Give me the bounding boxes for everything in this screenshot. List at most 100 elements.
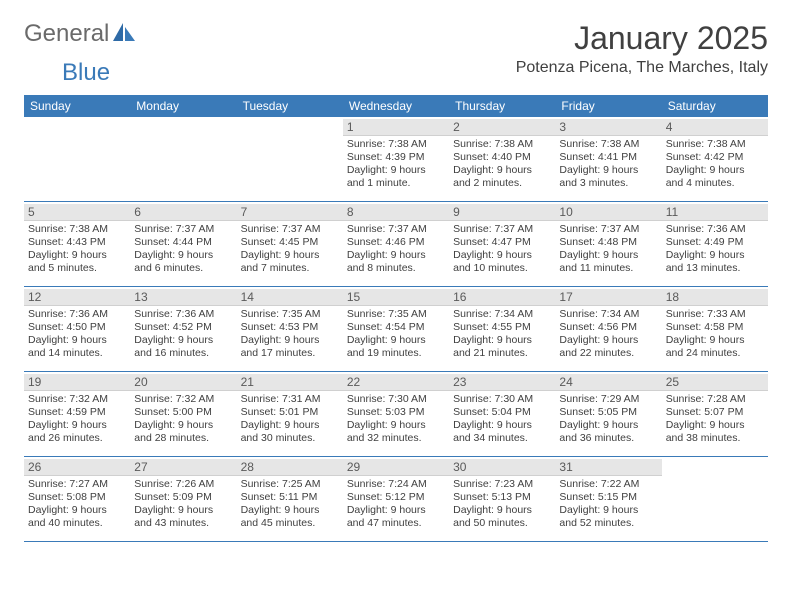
day-details: Sunrise: 7:37 AMSunset: 4:47 PMDaylight:… <box>453 223 551 276</box>
day-details: Sunrise: 7:36 AMSunset: 4:50 PMDaylight:… <box>28 308 126 361</box>
sunset-text: Sunset: 4:40 PM <box>453 151 551 164</box>
sunrise-text: Sunrise: 7:38 AM <box>453 138 551 151</box>
sunset-text: Sunset: 5:12 PM <box>347 491 445 504</box>
sunrise-text: Sunrise: 7:33 AM <box>666 308 764 321</box>
daylight-line2: and 28 minutes. <box>134 432 232 445</box>
sunrise-text: Sunrise: 7:38 AM <box>666 138 764 151</box>
sunset-text: Sunset: 4:56 PM <box>559 321 657 334</box>
sunset-text: Sunset: 5:15 PM <box>559 491 657 504</box>
day-details: Sunrise: 7:32 AMSunset: 5:00 PMDaylight:… <box>134 393 232 446</box>
sunrise-text: Sunrise: 7:38 AM <box>28 223 126 236</box>
daylight-line2: and 19 minutes. <box>347 347 445 360</box>
week-row: 1 Sunrise: 7:38 AMSunset: 4:39 PMDaylight… <box>24 117 768 202</box>
daylight-line1: Daylight: 9 hours <box>453 249 551 262</box>
day-details: Sunrise: 7:32 AMSunset: 4:59 PMDaylight:… <box>28 393 126 446</box>
day-cell: 7Sunrise: 7:37 AMSunset: 4:45 PMDaylight… <box>237 202 343 286</box>
daylight-line1: Daylight: 9 hours <box>28 334 126 347</box>
daylight-line2: and 1 minute. <box>347 177 445 190</box>
daylight-line2: and 5 minutes. <box>28 262 126 275</box>
sunrise-text: Sunrise: 7:37 AM <box>347 223 445 236</box>
day-details: Sunrise: 7:36 AMSunset: 4:49 PMDaylight:… <box>666 223 764 276</box>
logo: General <box>24 20 139 48</box>
daylight-line1: Daylight: 9 hours <box>559 419 657 432</box>
sunrise-text: Sunrise: 7:38 AM <box>559 138 657 151</box>
daylight-line1: Daylight: 9 hours <box>453 419 551 432</box>
day-details: Sunrise: 7:25 AMSunset: 5:11 PMDaylight:… <box>241 478 339 531</box>
daylight-line1: Daylight: 9 hours <box>559 249 657 262</box>
sunrise-text: Sunrise: 7:36 AM <box>134 308 232 321</box>
sunset-text: Sunset: 5:08 PM <box>28 491 126 504</box>
day-number: 10 <box>555 204 661 221</box>
day-details: Sunrise: 7:34 AMSunset: 4:56 PMDaylight:… <box>559 308 657 361</box>
day-number: 6 <box>130 204 236 221</box>
day-cell: 31Sunrise: 7:22 AMSunset: 5:15 PMDayligh… <box>555 457 661 541</box>
sunrise-text: Sunrise: 7:32 AM <box>134 393 232 406</box>
day-number: 30 <box>449 459 555 476</box>
day-number: 4 <box>662 119 768 136</box>
sunrise-text: Sunrise: 7:30 AM <box>453 393 551 406</box>
sunrise-text: Sunrise: 7:37 AM <box>134 223 232 236</box>
day-details: Sunrise: 7:38 AMSunset: 4:40 PMDaylight:… <box>453 138 551 191</box>
day-number: 23 <box>449 374 555 391</box>
daylight-line1: Daylight: 9 hours <box>134 249 232 262</box>
daylight-line1: Daylight: 9 hours <box>241 419 339 432</box>
daylight-line1: Daylight: 9 hours <box>559 164 657 177</box>
daylight-line2: and 7 minutes. <box>241 262 339 275</box>
day-cell: 22Sunrise: 7:30 AMSunset: 5:03 PMDayligh… <box>343 372 449 456</box>
day-number: 3 <box>555 119 661 136</box>
day-number <box>662 459 768 475</box>
sunset-text: Sunset: 4:45 PM <box>241 236 339 249</box>
daylight-line2: and 50 minutes. <box>453 517 551 530</box>
day-number: 20 <box>130 374 236 391</box>
day-cell: 16Sunrise: 7:34 AMSunset: 4:55 PMDayligh… <box>449 287 555 371</box>
sunrise-text: Sunrise: 7:37 AM <box>241 223 339 236</box>
day-details: Sunrise: 7:33 AMSunset: 4:58 PMDaylight:… <box>666 308 764 361</box>
sunset-text: Sunset: 4:48 PM <box>559 236 657 249</box>
dow-friday: Friday <box>555 95 661 117</box>
day-details: Sunrise: 7:29 AMSunset: 5:05 PMDaylight:… <box>559 393 657 446</box>
sunset-text: Sunset: 4:46 PM <box>347 236 445 249</box>
day-number: 11 <box>662 204 768 221</box>
day-details: Sunrise: 7:28 AMSunset: 5:07 PMDaylight:… <box>666 393 764 446</box>
daylight-line2: and 36 minutes. <box>559 432 657 445</box>
sunset-text: Sunset: 5:11 PM <box>241 491 339 504</box>
daylight-line1: Daylight: 9 hours <box>347 504 445 517</box>
daylight-line1: Daylight: 9 hours <box>134 419 232 432</box>
day-number: 21 <box>237 374 343 391</box>
sunrise-text: Sunrise: 7:23 AM <box>453 478 551 491</box>
day-details: Sunrise: 7:38 AMSunset: 4:42 PMDaylight:… <box>666 138 764 191</box>
day-cell: 23Sunrise: 7:30 AMSunset: 5:04 PMDayligh… <box>449 372 555 456</box>
daylight-line2: and 32 minutes. <box>347 432 445 445</box>
day-number: 16 <box>449 289 555 306</box>
daylight-line2: and 34 minutes. <box>453 432 551 445</box>
daylight-line1: Daylight: 9 hours <box>241 249 339 262</box>
daylight-line2: and 43 minutes. <box>134 517 232 530</box>
day-cell: 9Sunrise: 7:37 AMSunset: 4:47 PMDaylight… <box>449 202 555 286</box>
sunset-text: Sunset: 5:03 PM <box>347 406 445 419</box>
day-details: Sunrise: 7:30 AMSunset: 5:03 PMDaylight:… <box>347 393 445 446</box>
dow-wednesday: Wednesday <box>343 95 449 117</box>
daylight-line2: and 11 minutes. <box>559 262 657 275</box>
dow-monday: Monday <box>130 95 236 117</box>
daylight-line2: and 8 minutes. <box>347 262 445 275</box>
day-cell <box>130 117 236 201</box>
day-number: 2 <box>449 119 555 136</box>
day-details: Sunrise: 7:26 AMSunset: 5:09 PMDaylight:… <box>134 478 232 531</box>
day-number: 1 <box>343 119 449 136</box>
daylight-line1: Daylight: 9 hours <box>241 334 339 347</box>
day-details: Sunrise: 7:37 AMSunset: 4:45 PMDaylight:… <box>241 223 339 276</box>
daylight-line1: Daylight: 9 hours <box>134 334 232 347</box>
sunset-text: Sunset: 4:52 PM <box>134 321 232 334</box>
day-number: 27 <box>130 459 236 476</box>
week-row: 26Sunrise: 7:27 AMSunset: 5:08 PMDayligh… <box>24 457 768 542</box>
location-subtitle: Potenza Picena, The Marches, Italy <box>516 59 768 77</box>
sunrise-text: Sunrise: 7:30 AM <box>347 393 445 406</box>
day-details: Sunrise: 7:27 AMSunset: 5:08 PMDaylight:… <box>28 478 126 531</box>
day-details: Sunrise: 7:38 AMSunset: 4:39 PMDaylight:… <box>347 138 445 191</box>
day-cell <box>662 457 768 541</box>
day-number <box>24 119 130 135</box>
day-cell <box>237 117 343 201</box>
sunrise-text: Sunrise: 7:37 AM <box>559 223 657 236</box>
daylight-line1: Daylight: 9 hours <box>559 504 657 517</box>
sunset-text: Sunset: 5:01 PM <box>241 406 339 419</box>
